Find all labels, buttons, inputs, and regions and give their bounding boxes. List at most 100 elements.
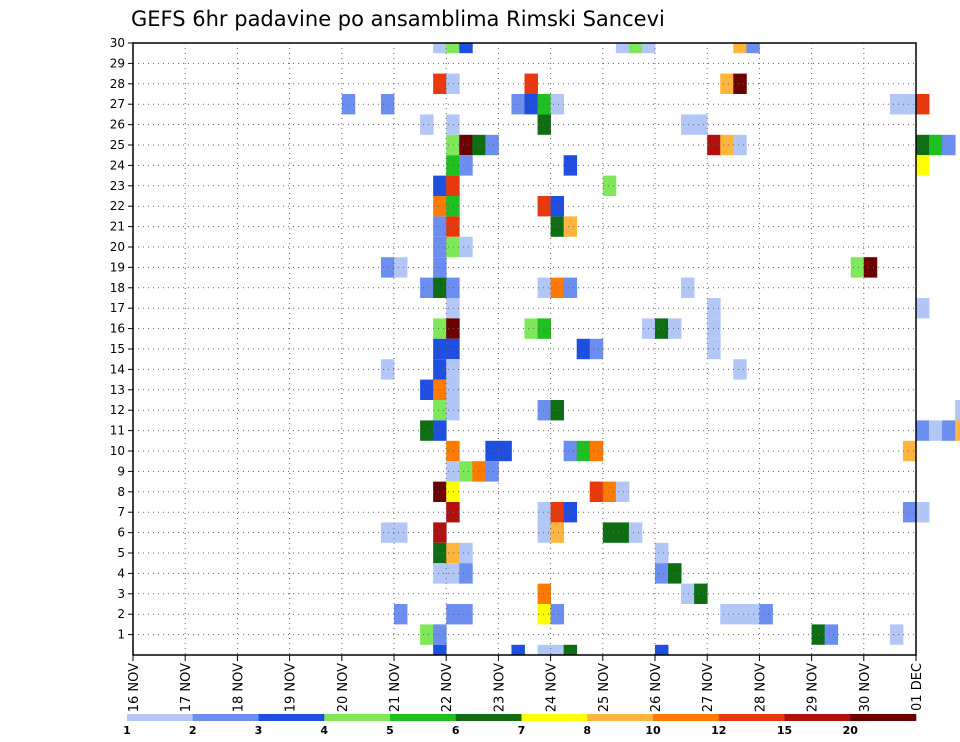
colorbar-swatch: [718, 714, 785, 721]
x-tick-label: 22 NOV: [440, 663, 455, 712]
heatmap-cell: [537, 94, 551, 115]
heatmap-cell: [459, 43, 473, 54]
heatmap-cell: [537, 502, 551, 523]
y-axis: 1234567891011121314151617181920212223242…: [110, 36, 133, 642]
heatmap-cell: [537, 114, 551, 135]
heatmap-cell: [537, 522, 551, 543]
x-tick-label: 18 NOV: [231, 663, 246, 712]
y-tick-label: 27: [110, 97, 125, 111]
y-tick-label: 8: [117, 485, 125, 499]
heatmap-cell: [446, 338, 460, 360]
heatmap-cell: [459, 461, 473, 482]
heatmap-cell: [902, 94, 917, 115]
heatmap-cell: [628, 43, 643, 54]
heatmap-cell: [733, 134, 747, 156]
heatmap-cell: [589, 338, 604, 360]
heatmap-cell: [916, 502, 930, 523]
heatmap-cell: [433, 196, 447, 217]
x-tick-label: 25 NOV: [597, 663, 612, 712]
heatmap-cell: [380, 522, 395, 543]
heatmap-cell: [916, 298, 930, 319]
colorbar-label: 7: [518, 724, 526, 737]
grid-lines: [133, 42, 916, 655]
heatmap-cell: [850, 257, 865, 278]
heatmap-cell: [916, 94, 930, 115]
heatmap-cell: [655, 542, 669, 564]
heatmap-cell: [433, 359, 447, 380]
y-tick-label: 4: [117, 566, 125, 580]
x-axis: 16 NOV 17 NOV 18 NOV 19 NOV 20 NOV 21 NOV 22 N…: [127, 655, 925, 712]
heatmap-cell: [472, 134, 486, 156]
heatmap-cell: [563, 644, 578, 655]
heatmap-cell: [602, 522, 617, 543]
heatmap-cell: [446, 216, 460, 237]
heatmap-cell: [563, 502, 578, 523]
heatmap-cell: [433, 542, 447, 564]
heatmap-cell: [446, 277, 460, 298]
heatmap-cell: [733, 43, 747, 54]
colorbar-label: 20: [843, 724, 859, 737]
heatmap-cell: [916, 420, 930, 441]
heatmap-cell: [537, 644, 551, 655]
heatmap-cell: [916, 134, 930, 156]
y-tick-label: 19: [110, 260, 125, 274]
heatmap-cell: [563, 440, 578, 462]
heatmap-cell: [446, 563, 460, 584]
heatmap-cell: [733, 604, 747, 625]
heatmap-cell: [446, 542, 460, 564]
y-tick-label: 11: [110, 424, 125, 438]
x-tick-label: 23 NOV: [492, 663, 507, 712]
y-tick-label: 30: [110, 36, 125, 50]
heatmap-cell: [563, 216, 578, 237]
heatmap-cell: [550, 522, 565, 543]
heatmap-cell: [420, 114, 434, 135]
colorbar-label: 12: [711, 724, 726, 737]
heatmap-cell: [446, 134, 460, 156]
heatmap-cell: [733, 359, 747, 380]
heatmap-cell: [446, 196, 460, 217]
heatmap-cell: [681, 114, 695, 135]
heatmap-cell: [746, 43, 760, 54]
heatmap-cell: [485, 440, 499, 462]
heatmap-cell: [889, 94, 904, 115]
colorbar-swatch: [521, 714, 588, 721]
x-tick-label: 19 NOV: [284, 663, 299, 712]
y-tick-label: 3: [117, 587, 125, 601]
heatmap-cell: [655, 644, 669, 655]
heatmap-cell: [655, 318, 669, 339]
heatmap-cell: [446, 400, 460, 421]
heatmap-cell: [446, 502, 460, 523]
y-tick-label: 17: [110, 301, 125, 315]
heatmap-cell: [602, 481, 617, 502]
heatmap-cell: [694, 583, 708, 604]
colorbar-label: 3: [255, 724, 263, 737]
heatmap-cell: [550, 604, 565, 625]
heatmap-cell: [446, 43, 460, 54]
heatmap-cell: [929, 420, 943, 441]
heatmap-cell: [628, 522, 643, 543]
heatmap-cell: [563, 277, 578, 298]
heatmap-cell: [380, 257, 395, 278]
x-tick-label: 01 DEC: [910, 663, 925, 711]
heatmap-cell: [615, 481, 630, 502]
y-tick-label: 28: [110, 77, 125, 91]
colorbar-label: 1: [123, 724, 131, 737]
heatmap-cell: [433, 522, 447, 543]
y-tick-label: 12: [110, 403, 125, 417]
heatmap-cell: [433, 236, 447, 258]
heatmap-cell: [668, 563, 682, 584]
y-tick-label: 5: [117, 546, 125, 560]
colorbar-label: 2: [189, 724, 197, 737]
heatmap-cell: [511, 644, 525, 655]
colorbar-swatch: [587, 714, 654, 721]
x-tick-label: 24 NOV: [545, 663, 560, 712]
heatmap-cell: [446, 175, 460, 196]
heatmap-cell: [433, 420, 447, 441]
y-tick-label: 10: [110, 444, 125, 458]
heatmap-cell: [394, 257, 408, 278]
heatmap-cell: [433, 481, 447, 502]
heatmap-cell: [433, 73, 447, 94]
heatmap-cell: [446, 481, 460, 502]
colorbar-label: 4: [320, 724, 328, 737]
x-tick-label: 30 NOV: [858, 663, 873, 712]
